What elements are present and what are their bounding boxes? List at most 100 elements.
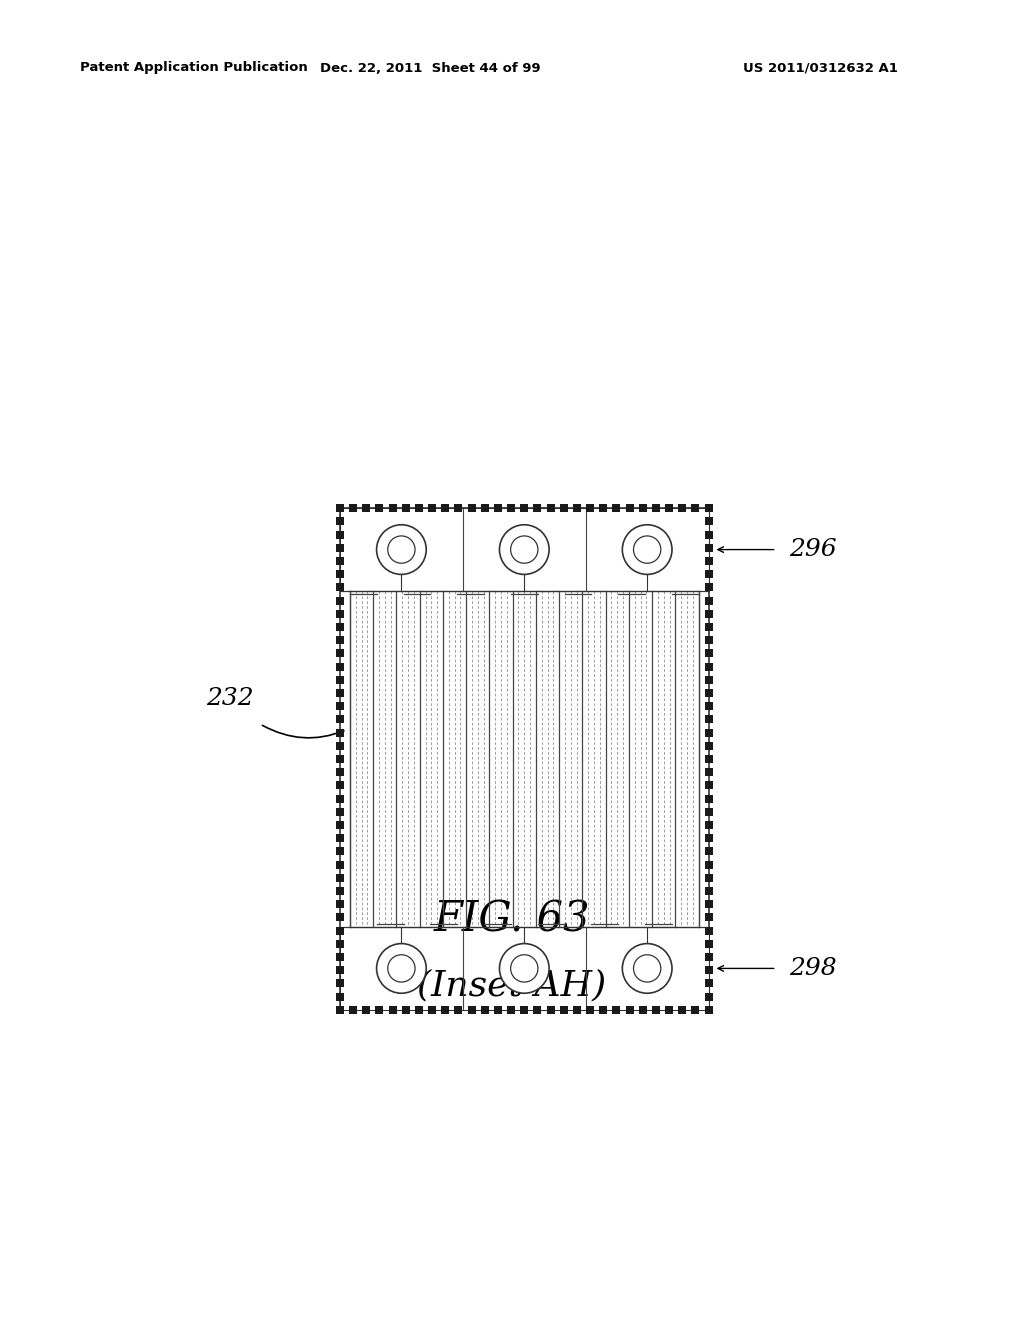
Text: US 2011/0312632 A1: US 2011/0312632 A1 xyxy=(742,62,897,74)
Bar xyxy=(705,808,713,816)
Bar xyxy=(573,504,581,512)
Bar xyxy=(678,1006,686,1014)
Bar xyxy=(705,610,713,618)
Bar xyxy=(705,755,713,763)
Bar xyxy=(336,517,344,525)
Circle shape xyxy=(388,536,415,564)
Bar xyxy=(507,504,515,512)
Bar xyxy=(468,1006,475,1014)
Bar xyxy=(678,504,686,512)
Circle shape xyxy=(377,525,426,574)
Bar xyxy=(626,1006,634,1014)
Bar xyxy=(336,597,344,605)
Bar xyxy=(336,847,344,855)
Bar xyxy=(336,583,344,591)
Bar xyxy=(705,557,713,565)
Circle shape xyxy=(377,944,426,993)
Bar xyxy=(336,979,344,987)
Bar xyxy=(389,1006,396,1014)
Bar xyxy=(666,504,673,512)
Bar xyxy=(705,887,713,895)
Bar xyxy=(336,715,344,723)
Bar xyxy=(520,1006,528,1014)
Bar xyxy=(336,953,344,961)
Bar xyxy=(705,1006,713,1014)
Bar xyxy=(468,504,475,512)
Bar xyxy=(705,742,713,750)
Bar xyxy=(336,531,344,539)
Bar xyxy=(705,623,713,631)
Bar xyxy=(336,781,344,789)
Text: FIG. 63: FIG. 63 xyxy=(434,899,590,941)
Bar xyxy=(705,715,713,723)
Bar xyxy=(705,1006,713,1014)
Bar xyxy=(401,504,410,512)
Text: 296: 296 xyxy=(788,539,837,561)
Bar xyxy=(336,1006,344,1014)
Bar xyxy=(481,504,488,512)
Bar xyxy=(376,504,383,512)
Bar xyxy=(586,1006,594,1014)
Bar xyxy=(428,1006,436,1014)
Bar xyxy=(705,689,713,697)
Bar xyxy=(401,1006,410,1014)
Bar xyxy=(534,1006,542,1014)
Bar xyxy=(336,887,344,895)
Bar xyxy=(705,953,713,961)
Text: (Inset AH): (Inset AH) xyxy=(418,968,606,1002)
Bar xyxy=(349,1006,357,1014)
Bar xyxy=(441,1006,450,1014)
Text: 298: 298 xyxy=(788,957,837,979)
Bar xyxy=(639,1006,647,1014)
Bar xyxy=(481,1006,488,1014)
Bar xyxy=(705,649,713,657)
Bar xyxy=(560,1006,567,1014)
Bar xyxy=(626,504,634,512)
Bar xyxy=(336,1006,344,1014)
Bar xyxy=(705,795,713,803)
Bar xyxy=(573,1006,581,1014)
Circle shape xyxy=(634,536,660,564)
Bar xyxy=(349,504,357,512)
Bar xyxy=(652,504,659,512)
Bar xyxy=(599,504,607,512)
Bar xyxy=(415,1006,423,1014)
Bar xyxy=(705,504,713,512)
Bar xyxy=(336,768,344,776)
Bar xyxy=(336,742,344,750)
Bar xyxy=(336,808,344,816)
Bar xyxy=(705,702,713,710)
Bar xyxy=(455,504,463,512)
Circle shape xyxy=(623,944,672,993)
Bar xyxy=(336,676,344,684)
Bar xyxy=(705,861,713,869)
Bar xyxy=(691,504,699,512)
Bar xyxy=(705,768,713,776)
Bar xyxy=(441,504,450,512)
Bar xyxy=(336,557,344,565)
Bar xyxy=(612,504,621,512)
Circle shape xyxy=(634,954,660,982)
Bar xyxy=(586,504,594,512)
Bar xyxy=(705,583,713,591)
Bar xyxy=(705,993,713,1001)
Bar xyxy=(639,504,647,512)
Circle shape xyxy=(511,536,538,564)
Bar xyxy=(376,1006,383,1014)
Text: Patent Application Publication: Patent Application Publication xyxy=(80,62,308,74)
Bar xyxy=(705,570,713,578)
Bar xyxy=(336,610,344,618)
Bar xyxy=(336,689,344,697)
Circle shape xyxy=(500,944,549,993)
Bar xyxy=(340,508,709,1010)
Bar xyxy=(705,874,713,882)
Text: 232: 232 xyxy=(206,688,254,710)
Bar xyxy=(705,979,713,987)
Bar xyxy=(705,544,713,552)
Bar xyxy=(705,517,713,525)
Bar xyxy=(705,913,713,921)
Bar xyxy=(336,702,344,710)
Bar xyxy=(705,900,713,908)
Bar xyxy=(705,729,713,737)
Bar xyxy=(534,504,542,512)
